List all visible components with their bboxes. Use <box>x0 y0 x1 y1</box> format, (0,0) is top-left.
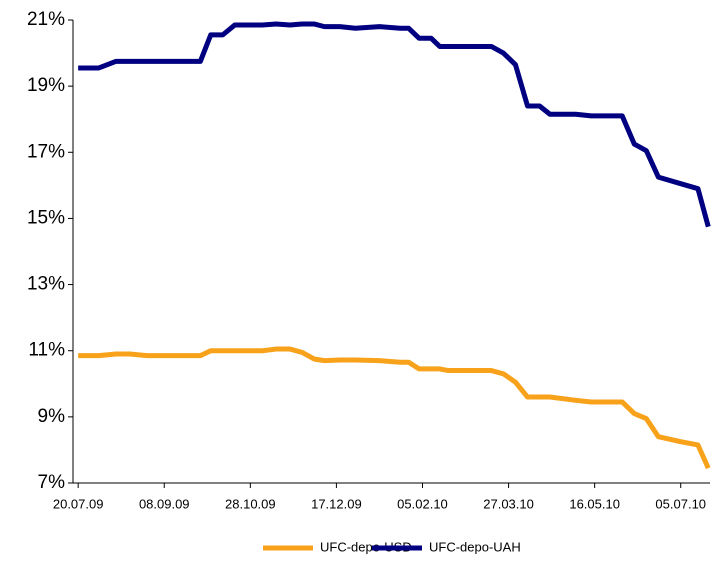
x-tick-label: 05.02.10 <box>397 496 448 511</box>
x-tick-label: 20.07.09 <box>53 496 104 511</box>
y-tick-label: 19% <box>27 75 65 96</box>
x-tick-label: 27.03.10 <box>483 496 534 511</box>
series-line <box>78 346 711 470</box>
series-line <box>78 21 711 228</box>
legend-label: UFC-depo-UAH <box>429 539 521 554</box>
y-tick-label: 9% <box>38 406 66 427</box>
x-tick-label: 28.10.09 <box>225 496 276 511</box>
x-tick-label: 17.12.09 <box>311 496 362 511</box>
y-tick-label: 17% <box>27 141 65 162</box>
y-tick-label: 13% <box>27 274 65 295</box>
x-tick-label: 05.07.10 <box>655 496 706 511</box>
legend-label: UFC-depo-USD <box>320 539 412 554</box>
x-tick-label: 16.05.10 <box>569 496 620 511</box>
y-tick-label: 21% <box>27 9 65 30</box>
y-tick-label: 15% <box>27 207 65 228</box>
x-tick-label: 08.09.09 <box>139 496 190 511</box>
y-tick-label: 11% <box>28 340 65 361</box>
y-tick-label: 7% <box>38 472 66 493</box>
